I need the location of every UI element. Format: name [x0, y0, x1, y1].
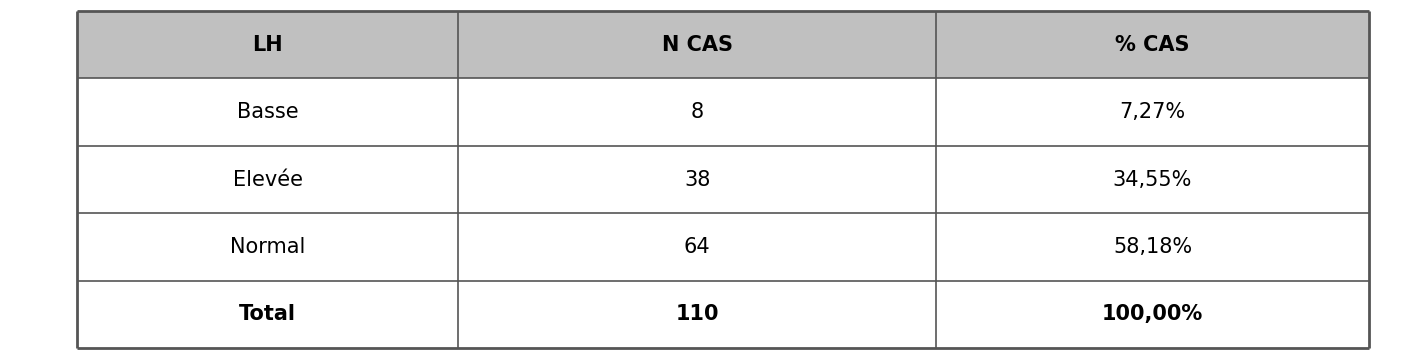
Text: 34,55%: 34,55%: [1113, 169, 1192, 190]
Text: N CAS: N CAS: [661, 34, 733, 55]
Text: 110: 110: [675, 304, 719, 325]
Text: 7,27%: 7,27%: [1119, 102, 1185, 122]
Bar: [458, 146, 936, 213]
Text: Normal: Normal: [230, 237, 306, 257]
Bar: [936, 146, 1369, 213]
Bar: [458, 78, 936, 146]
Bar: [77, 281, 458, 348]
Bar: [936, 11, 1369, 78]
Text: 8: 8: [691, 102, 703, 122]
Text: 64: 64: [684, 237, 710, 257]
Bar: [936, 281, 1369, 348]
Bar: [936, 78, 1369, 146]
Bar: [458, 11, 936, 78]
Bar: [77, 146, 458, 213]
Bar: [458, 281, 936, 348]
Bar: [77, 11, 458, 78]
Text: Basse: Basse: [237, 102, 299, 122]
Text: 100,00%: 100,00%: [1102, 304, 1203, 325]
Text: % CAS: % CAS: [1115, 34, 1189, 55]
Text: 38: 38: [684, 169, 710, 190]
Bar: [77, 213, 458, 281]
Text: Total: Total: [239, 304, 296, 325]
Text: 58,18%: 58,18%: [1113, 237, 1192, 257]
Text: LH: LH: [253, 34, 284, 55]
Bar: [77, 78, 458, 146]
Bar: [458, 213, 936, 281]
Bar: [936, 213, 1369, 281]
Text: Elevée: Elevée: [233, 169, 303, 190]
